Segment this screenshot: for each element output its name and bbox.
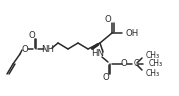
Text: O: O xyxy=(105,15,111,24)
Text: HN: HN xyxy=(91,50,105,58)
Text: O: O xyxy=(29,31,35,41)
Text: C: C xyxy=(133,60,139,69)
Text: O: O xyxy=(103,72,109,82)
Text: CH₃: CH₃ xyxy=(146,69,160,77)
Text: NH: NH xyxy=(42,45,54,53)
Text: CH₃: CH₃ xyxy=(149,60,163,69)
Text: OH: OH xyxy=(126,29,139,38)
Text: CH₃: CH₃ xyxy=(146,50,160,60)
Text: O: O xyxy=(22,45,28,53)
Text: O: O xyxy=(121,60,127,69)
